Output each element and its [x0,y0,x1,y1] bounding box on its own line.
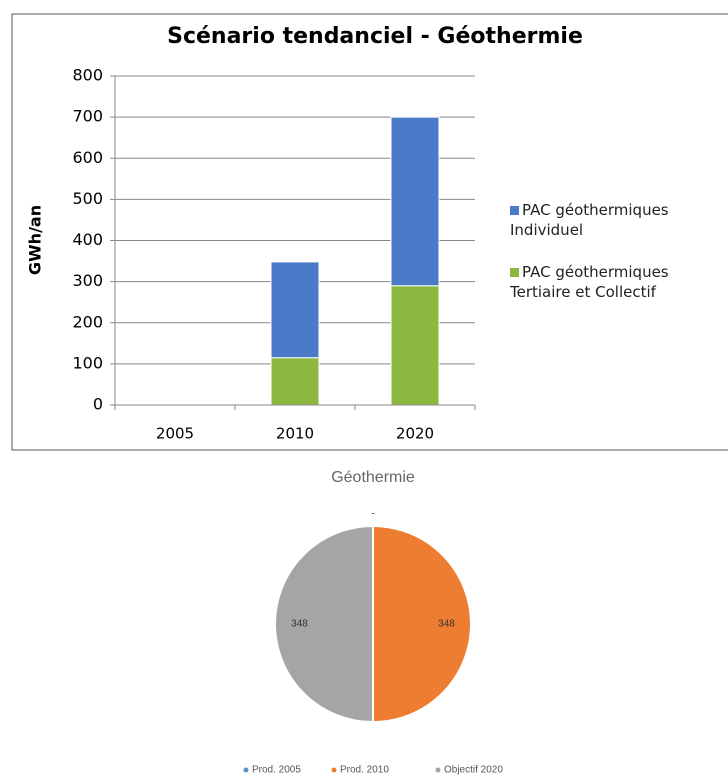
y-tick-label: 0 [93,395,103,414]
legend-entry: PAC géothermiques Individuel [510,200,725,240]
pie-slice [372,524,472,724]
y-tick-label: 500 [72,189,103,208]
pie-value-label: 348 [291,619,308,630]
legend-swatch [243,767,249,773]
y-tick-label: 700 [72,107,103,126]
x-tick-label: 2020 [396,425,434,443]
legend-entry: PAC géothermiques Tertiaire et Collectif [510,262,725,302]
legend-label: PAC géothermiques Individuel [510,201,669,239]
legend-swatch [510,268,519,277]
y-tick-label: 300 [72,271,103,290]
y-tick-label: 100 [72,353,103,372]
x-tick-label: 2005 [156,425,194,443]
bar-segment [270,261,320,359]
legend-label: Prod. 2010 [340,765,389,776]
x-tick-label: 2010 [276,425,314,443]
legend-label: PAC géothermiques Tertiaire et Collectif [510,263,669,301]
pie-title: Géothermie [331,469,415,486]
chart-frame [11,13,728,451]
bar-segment [270,357,320,406]
legend-swatch [435,767,441,773]
pie-value-label: 348 [438,619,455,630]
chart-title: Scénario tendanciel - Géothermie [167,24,583,49]
pie-slice [274,524,374,724]
bar-segment [390,285,440,406]
y-axis-label: GWh/an [26,205,45,275]
y-tick-label: 200 [72,312,103,331]
bar-segment [390,116,440,287]
pie-value-label: - [371,509,374,520]
y-tick-label: 400 [72,230,103,249]
legend-label: Prod. 2005 [252,765,301,776]
legend-label: Objectif 2020 [444,765,503,776]
y-tick-label: 800 [72,66,103,85]
legend-swatch [331,767,337,773]
y-tick-label: 600 [72,148,103,167]
legend-swatch [510,206,519,215]
